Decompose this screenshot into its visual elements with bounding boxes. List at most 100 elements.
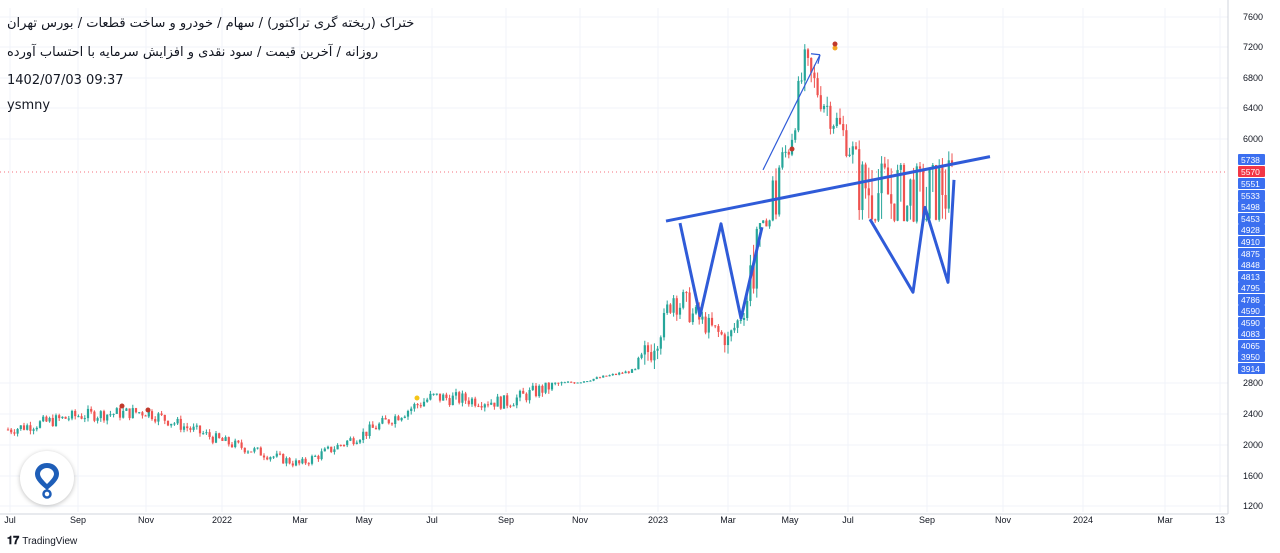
location-pin-icon[interactable]: [20, 451, 74, 505]
y-tick-label: 7200: [1243, 42, 1263, 52]
candle-body: [445, 394, 448, 399]
price-label-box: [1238, 328, 1265, 339]
candle-body: [390, 423, 394, 425]
candle-body: [106, 414, 109, 421]
price-label: 4910: [1241, 237, 1260, 247]
candle-body: [720, 331, 723, 335]
candle-body: [634, 369, 637, 371]
candle-body: [403, 416, 406, 418]
candle-body: [246, 451, 250, 453]
candle-body: [611, 373, 614, 376]
candle-body: [896, 169, 899, 221]
candle-body: [666, 304, 669, 313]
y-tick-label: 1200: [1243, 501, 1263, 511]
candle-body: [922, 168, 925, 221]
y-tick-label: 6800: [1243, 73, 1263, 83]
w-pattern-right: [868, 179, 956, 294]
price-label-box: [1238, 305, 1265, 316]
candle-body: [867, 188, 870, 196]
candle-body: [829, 105, 832, 129]
chart-grid: [0, 8, 1228, 512]
price-label-box: [1238, 271, 1265, 282]
candle-body: [19, 425, 22, 430]
candle-body: [525, 393, 528, 401]
candle-body: [518, 390, 522, 398]
candle-body: [704, 316, 707, 333]
candle-body: [208, 432, 211, 437]
x-tick-label: Nov: [995, 515, 1012, 525]
footer-brand[interactable]: 𝟏𝟕 TradingView: [7, 535, 77, 548]
candle-body: [682, 292, 685, 308]
candle-body: [678, 307, 682, 315]
candle-body: [250, 451, 253, 453]
candle-body: [550, 382, 554, 390]
price-label: 4065: [1241, 341, 1260, 351]
candle-body: [144, 415, 147, 417]
candle-body: [480, 406, 483, 408]
candle-body: [762, 220, 765, 224]
candle-body: [13, 432, 16, 434]
candle-body: [861, 164, 864, 211]
candle-body: [755, 228, 758, 289]
candle-body: [51, 417, 54, 426]
candle-body: [310, 456, 314, 464]
price-label: 3950: [1241, 352, 1260, 362]
y-tick-label: 2400: [1243, 409, 1263, 419]
candle-body: [285, 458, 288, 464]
candle-body: [560, 382, 563, 384]
projection-arrow: [762, 54, 821, 171]
candle-body: [282, 453, 285, 464]
candle-body: [874, 219, 877, 221]
candle-body: [381, 417, 384, 424]
candle-body: [48, 417, 51, 422]
candle-body: [346, 440, 349, 446]
candle-body: [710, 317, 714, 326]
candle-body: [934, 165, 938, 220]
candle-body: [570, 381, 573, 383]
candle-body: [736, 320, 739, 328]
candle-body: [902, 164, 906, 222]
candle-body: [339, 444, 342, 446]
candle-body: [787, 151, 790, 155]
candle-body: [650, 352, 653, 361]
price-label-box: [1238, 236, 1265, 247]
candle-body: [886, 167, 890, 195]
candle-body: [83, 418, 86, 420]
candle-body: [906, 205, 909, 222]
candle-body: [858, 149, 861, 211]
candle-body: [893, 203, 896, 221]
candle-body: [362, 431, 365, 441]
candle-body: [685, 292, 688, 294]
candle-body: [291, 463, 294, 466]
candle-body: [365, 431, 368, 437]
candle-body: [74, 410, 77, 417]
candle-body: [182, 426, 186, 430]
candle-body: [486, 404, 490, 406]
candle-body: [493, 402, 496, 407]
price-label: 4813: [1241, 272, 1260, 282]
x-tick-label: Sep: [919, 515, 935, 525]
candle-body: [42, 416, 45, 422]
candle-body: [317, 455, 320, 460]
candle-body: [118, 408, 122, 418]
candle-body: [314, 455, 317, 457]
candle-body: [419, 405, 422, 407]
x-tick-label: 13: [1215, 515, 1225, 525]
candle-body: [240, 442, 243, 448]
candle-body: [394, 416, 397, 425]
candle-body: [544, 382, 547, 393]
candle-body: [253, 448, 256, 452]
tradingview-logo-icon: 𝟏𝟕: [7, 535, 20, 547]
candle-body: [448, 398, 451, 406]
candle-body: [576, 382, 579, 384]
candle-body: [61, 416, 64, 419]
candle-body: [336, 444, 339, 450]
price-label-box: [1238, 259, 1265, 270]
candle-body: [730, 330, 733, 337]
candle-body: [909, 179, 912, 206]
candle-body: [595, 377, 598, 379]
candle-body: [733, 327, 736, 331]
candle-body: [598, 377, 602, 379]
candle-body: [810, 57, 813, 73]
